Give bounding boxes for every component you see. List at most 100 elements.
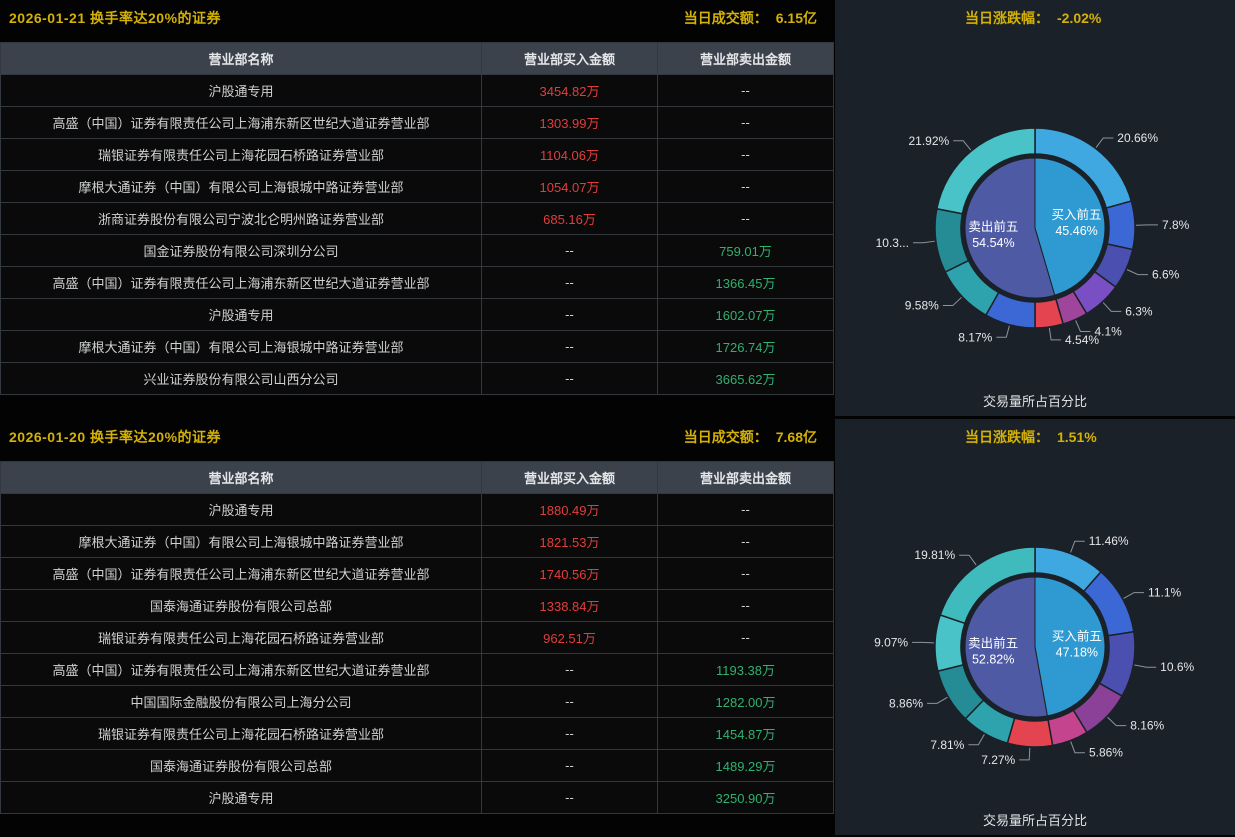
table-area: 2026-01-20 换手率达20%的证券 当日成交额： 7.68亿 营业部名称 … (0, 419, 834, 814)
table-row: 摩根大通证券（中国）有限公司上海银城中路证券营业部 -- 1726.74万 (0, 330, 834, 363)
inner-donut-segment (1034, 157, 1106, 296)
buy-amount-cell: -- (481, 234, 658, 267)
outer-donut-segment (1006, 717, 1054, 748)
sell-amount-cell: -- (657, 202, 834, 235)
broker-name-cell: 摩根大通证券（中国）有限公司上海银城中路证券营业部 (0, 330, 482, 363)
outer-ring-label: 4.54% (1065, 333, 1099, 347)
col-header-sell-amount: 营业部卖出金额 (657, 461, 834, 494)
chart-area: 当日涨跌幅： 1.51% 买入前五 47.18% 卖出前五 52.82% 11.46% 11… (835, 419, 1235, 835)
label-line (942, 296, 962, 307)
broker-name-cell: 瑞银证券有限责任公司上海花园石桥路证券营业部 (0, 138, 482, 171)
broker-name-cell: 国泰海通证券股份有限公司总部 (0, 749, 482, 782)
inner-donut-segment (964, 157, 1056, 299)
buy-amount-cell: 1054.07万 (481, 170, 658, 203)
broker-name-cell: 瑞银证券有限责任公司上海花园石桥路证券营业部 (0, 717, 482, 750)
buy-amount-cell: 3454.82万 (481, 74, 658, 107)
daily-section-2026-01-21: 2026-01-21 换手率达20%的证券 当日成交额： 6.15亿 营业部名称 … (0, 0, 1235, 418)
label-line (1075, 320, 1091, 332)
buy-amount-cell: 1303.99万 (481, 106, 658, 139)
buy-amount-cell: -- (481, 685, 658, 718)
daily-section-2026-01-20: 2026-01-20 换手率达20%的证券 当日成交额： 7.68亿 营业部名称 … (0, 419, 1235, 837)
buy-amount-cell: -- (481, 717, 658, 750)
label-line (968, 734, 985, 746)
turnover-value: 7.68亿 (775, 429, 817, 445)
change-value: -2.02% (1057, 10, 1102, 26)
table-row: 沪股通专用 -- 3250.90万 (0, 781, 834, 814)
outer-ring-label: 20.66% (1117, 131, 1158, 145)
broker-name-cell: 高盛（中国）证券有限责任公司上海浦东新区世纪大道证券营业部 (0, 653, 482, 686)
sell-amount-cell: 1726.74万 (657, 330, 834, 363)
label-line (912, 240, 935, 244)
donut-chart: 买入前五 45.46%卖出前五 54.54%20.66%7.8%6.6%6.3%4.… (876, 127, 1190, 347)
label-line (1107, 716, 1127, 727)
sell-amount-cell: 3665.62万 (657, 362, 834, 395)
outer-ring-label: 6.6% (1152, 268, 1180, 282)
sell-amount-cell: 1602.07万 (657, 298, 834, 331)
outer-ring-label: 9.07% (874, 635, 908, 649)
outer-ring-label: 6.3% (1125, 304, 1153, 318)
col-header-broker-name: 营业部名称 (0, 461, 482, 494)
broker-name-cell: 国泰海通证券股份有限公司总部 (0, 589, 482, 622)
daily-turnover: 当日成交额： 7.68亿 (684, 427, 817, 447)
table-area: 2026-01-21 换手率达20%的证券 当日成交额： 6.15亿 营业部名称 … (0, 0, 834, 395)
sell-amount-cell: -- (657, 589, 834, 622)
broker-name-cell: 摩根大通证券（中国）有限公司上海银城中路证券营业部 (0, 170, 482, 203)
buy-amount-cell: 685.16万 (481, 202, 658, 235)
sell-amount-cell: 1366.45万 (657, 266, 834, 299)
sell-amount-cell: -- (657, 525, 834, 558)
sell-amount-cell: -- (657, 170, 834, 203)
daily-turnover: 当日成交额： 6.15亿 (684, 8, 817, 28)
change-label: 当日涨跌幅： (965, 10, 1049, 26)
buy-amount-cell: 1821.53万 (481, 525, 658, 558)
table-body: 沪股通专用 3454.82万 -- 高盛（中国）证券有限责任公司上海浦东新区世纪大道证… (0, 74, 834, 395)
buy-amount-cell: -- (481, 298, 658, 331)
chart-header: 当日涨跌幅： -2.02% (835, 0, 1235, 36)
sell-amount-cell: -- (657, 138, 834, 171)
sell-amount-cell: 1193.38万 (657, 653, 834, 686)
label-line (1134, 664, 1157, 668)
col-header-buy-amount: 营业部买入金额 (481, 42, 658, 75)
sell-amount-cell: 1489.29万 (657, 749, 834, 782)
label-line (996, 325, 1010, 338)
table-row: 高盛（中国）证券有限责任公司上海浦东新区世纪大道证券营业部 1303.99万 -- (0, 106, 834, 139)
outer-ring-label: 8.17% (958, 330, 992, 344)
label-line (953, 140, 972, 151)
buy-amount-cell: -- (481, 749, 658, 782)
outer-ring-label: 9.58% (905, 299, 939, 313)
broker-name-cell: 沪股通专用 (0, 298, 482, 331)
table-row: 中国国际金融股份有限公司上海分公司 -- 1282.00万 (0, 685, 834, 718)
label-line (1123, 592, 1145, 599)
table-row: 国金证券股份有限公司深圳分公司 -- 759.01万 (0, 234, 834, 267)
col-header-sell-amount: 营业部卖出金额 (657, 42, 834, 75)
outer-donut-segment (934, 207, 970, 273)
label-line (1095, 137, 1114, 148)
table-row: 国泰海通证券股份有限公司总部 1338.84万 -- (0, 589, 834, 622)
col-header-buy-amount: 营业部买入金额 (481, 461, 658, 494)
buy-amount-cell: 1740.56万 (481, 557, 658, 590)
buy-amount-cell: 1104.06万 (481, 138, 658, 171)
label-line (959, 554, 977, 566)
outer-ring-label: 8.16% (1130, 719, 1164, 733)
outer-ring-label: 4.1% (1094, 324, 1122, 338)
table-row: 高盛（中国）证券有限责任公司上海浦东新区世纪大道证券营业部 1740.56万 -- (0, 557, 834, 590)
sell-amount-cell: -- (657, 106, 834, 139)
label-line (1070, 741, 1085, 754)
outer-ring-label: 5.86% (1089, 746, 1123, 760)
label-line (1070, 540, 1085, 553)
buy-amount-cell: -- (481, 362, 658, 395)
turnover-label: 当日成交额： (683, 10, 768, 26)
outer-ring-label: 10.6% (1160, 660, 1194, 674)
chart-area: 当日涨跌幅： -2.02% 买入前五 45.46% 卖出前五 54.54% 20.66% 7… (835, 0, 1235, 416)
buy-amount-cell: 1338.84万 (481, 589, 658, 622)
inner-donut-segment (964, 576, 1048, 718)
table-row: 摩根大通证券（中国）有限公司上海银城中路证券营业部 1821.53万 -- (0, 525, 834, 558)
buy-amount-cell: -- (481, 653, 658, 686)
inner-donut-segment (1034, 576, 1106, 717)
table-row: 国泰海通证券股份有限公司总部 -- 1489.29万 (0, 749, 834, 782)
outer-ring-label: 7.81% (930, 738, 964, 752)
label-line (1102, 302, 1122, 312)
outer-donut-segment (1105, 200, 1136, 251)
label-line (1019, 747, 1031, 761)
change-label: 当日涨跌幅： (965, 429, 1049, 445)
